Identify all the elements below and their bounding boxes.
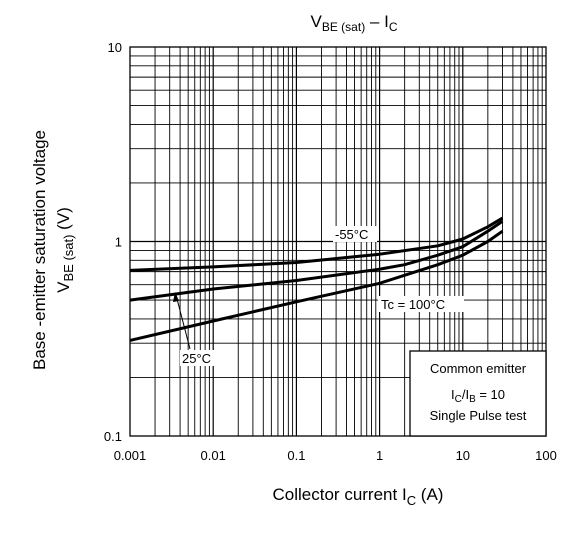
x-tick-label: 1 xyxy=(376,448,383,463)
y-axis-label: Base -emitter saturation voltage VBE (sa… xyxy=(30,130,76,370)
chart-title: VBE (sat) – IC xyxy=(311,12,398,34)
x-tick-labels: 0.001 0.01 0.1 1 10 100 xyxy=(114,448,557,463)
x-label-unit: (A) xyxy=(416,485,443,504)
curves xyxy=(129,216,504,342)
label-25-bg xyxy=(180,350,216,366)
y-tick-label: 10 xyxy=(108,40,122,55)
info-line2-b-sub: B xyxy=(469,394,476,405)
label-m55-bg xyxy=(333,226,377,242)
title-main: V xyxy=(311,12,323,31)
x-tick-label: 10 xyxy=(456,448,470,463)
info-line2-c: = 10 xyxy=(476,387,505,402)
y-tick-label: 0.1 xyxy=(104,429,122,444)
y-axis-label-line2: VBE (sat) (V) xyxy=(54,207,76,293)
y-label-unit: (V) xyxy=(54,207,73,234)
label-m55: -55°C xyxy=(335,227,368,242)
title-rest: – I xyxy=(365,12,389,31)
x-label-sub: C xyxy=(407,493,416,508)
info-line2-a-sub: C xyxy=(455,394,462,405)
info-line1: Common emitter xyxy=(430,361,527,376)
series-line xyxy=(129,220,504,302)
label-25: 25°C xyxy=(182,351,211,366)
label-100-bg xyxy=(378,296,464,312)
pointer-25-line xyxy=(175,294,191,350)
y-tick-label: 1 xyxy=(115,235,122,250)
pointer-25-arrowhead xyxy=(173,292,179,302)
x-label-text: Collector current I xyxy=(273,485,407,504)
x-tick-label: 0.001 xyxy=(114,448,147,463)
series-line xyxy=(129,229,504,342)
series-line xyxy=(129,216,504,272)
label-100: Tc = 100°C xyxy=(381,297,445,312)
info-line2: IC/IB = 10 xyxy=(451,387,505,405)
x-tick-label: 100 xyxy=(535,448,557,463)
info-line2-a: I xyxy=(451,387,455,402)
y-label-main: V xyxy=(54,281,73,293)
y-label-sub: BE (sat) xyxy=(61,235,76,282)
x-tick-label: 0.01 xyxy=(201,448,226,463)
plot-frame xyxy=(129,46,547,437)
y-axis-label-line1: Base -emitter saturation voltage xyxy=(30,130,49,370)
x-tick-label: 0.1 xyxy=(287,448,305,463)
info-line3: Single Pulse test xyxy=(430,408,527,423)
x-axis-label: Collector current IC (A) xyxy=(273,485,444,508)
title-sub: BE (sat) xyxy=(322,20,365,34)
title-sub2: C xyxy=(389,20,398,34)
info-box xyxy=(409,350,547,437)
info-line2-b: /I xyxy=(462,387,469,402)
y-tick-labels: 0.1 1 10 xyxy=(104,40,122,444)
